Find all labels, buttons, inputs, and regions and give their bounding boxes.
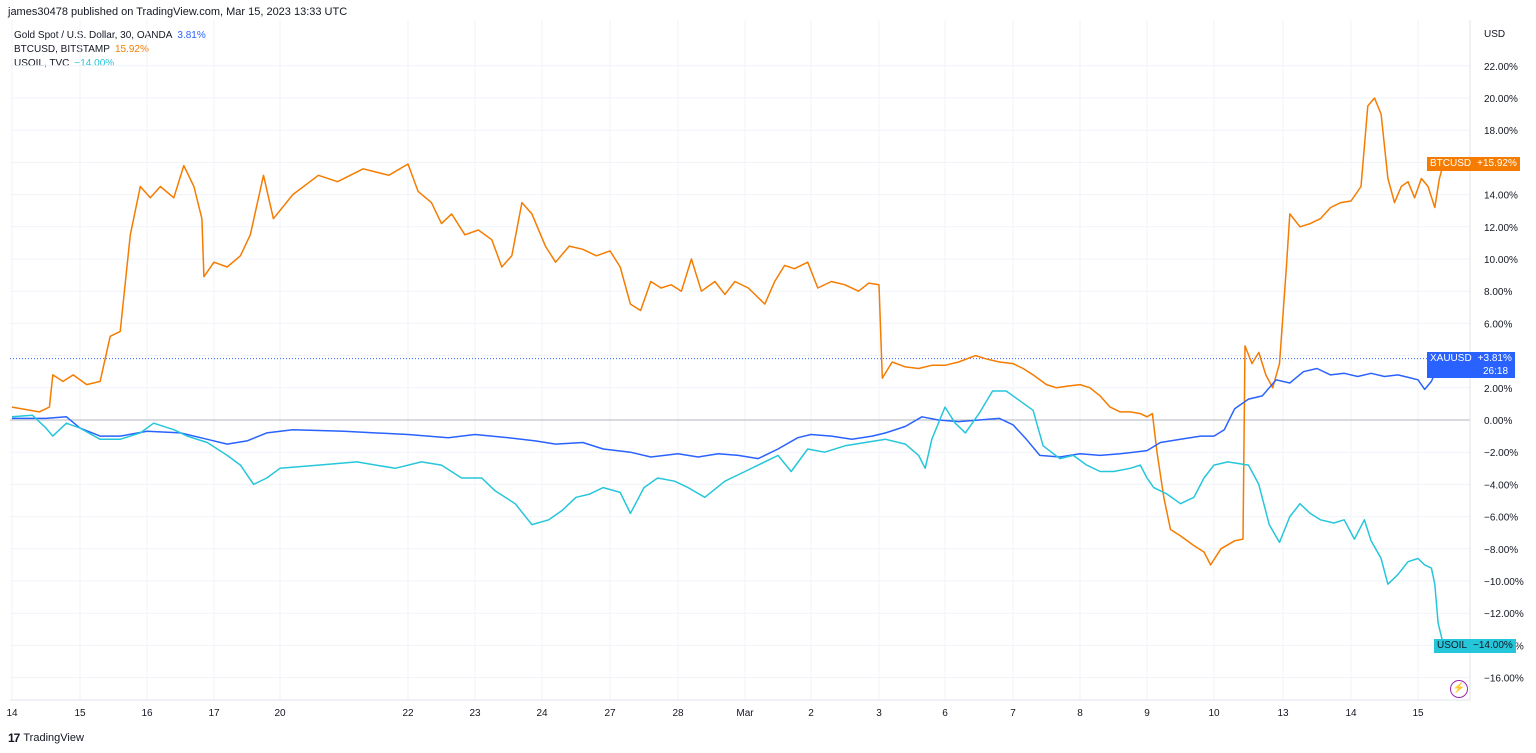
y-tick-label: 12.00%	[1484, 223, 1518, 234]
tag-symbol: USOIL	[1437, 640, 1468, 651]
tag-value: −14.00%	[1473, 640, 1513, 651]
y-tick-label: −16.00%	[1484, 674, 1524, 685]
xau-series-line	[12, 358, 1445, 460]
x-tick-label: 13	[1277, 708, 1289, 719]
legend-row-gold[interactable]: Gold Spot / U.S. Dollar, 30, OANDA 3.81%	[14, 30, 206, 41]
x-tick-label: 9	[1144, 708, 1150, 719]
tag-value: +15.92%	[1477, 158, 1517, 169]
tag-value: +3.81%	[1477, 353, 1512, 364]
tag-symbol: BTCUSD	[1430, 158, 1472, 169]
x-tick-label: 27	[604, 708, 616, 719]
btcusd-price-tag: BTCUSD +15.92%	[1427, 157, 1520, 171]
y-tick-label: −12.00%	[1484, 609, 1524, 620]
x-tick-label: 7	[1010, 708, 1016, 719]
y-tick-label: 8.00%	[1484, 287, 1512, 298]
btc-series-line	[11, 97, 1445, 566]
x-tick-label: 28	[672, 708, 684, 719]
x-tick-label: 23	[469, 708, 481, 719]
footer-brand[interactable]: 17 TradingView	[8, 731, 84, 745]
y-tick-label: −4.00%	[1484, 480, 1518, 491]
y-tick-label: 6.00%	[1484, 319, 1512, 330]
y-tick-label: 0.00%	[1484, 416, 1512, 427]
legend-value: 3.81%	[177, 30, 206, 41]
x-tick-label: 2	[808, 708, 814, 719]
usoil-price-tag: USOIL −14.00%	[1434, 639, 1516, 653]
x-tick-label: 10	[1208, 708, 1220, 719]
legend-label: Gold Spot / U.S. Dollar, 30, OANDA	[14, 30, 173, 41]
y-tick-label: 20.00%	[1484, 94, 1518, 105]
tag-symbol: XAUUSD	[1430, 353, 1472, 364]
publisher-header: james30478 published on TradingView.com,…	[8, 6, 348, 18]
x-tick-label: 6	[942, 708, 948, 719]
x-tick-label: 14	[1345, 708, 1357, 719]
y-tick-label: −2.00%	[1484, 448, 1518, 459]
oil-series-line	[11, 390, 1445, 646]
legend-value: −14.00%	[74, 58, 115, 69]
x-tick-label: 8	[1077, 708, 1083, 719]
x-tick-label: 20	[274, 708, 286, 719]
legend-value: 15.92%	[114, 44, 149, 55]
y-axis-unit: USD	[1484, 29, 1505, 40]
legend-row-oil[interactable]: USOIL, TVC −14.00%	[14, 58, 114, 69]
y-tick-label: 18.00%	[1484, 126, 1518, 137]
x-tick-label: 3	[876, 708, 882, 719]
y-tick-label: 14.00%	[1484, 191, 1518, 202]
y-tick-label: −6.00%	[1484, 513, 1518, 524]
x-tick-label: 14	[6, 708, 18, 719]
legend-label: USOIL, TVC	[14, 58, 70, 69]
x-tick-label: 17	[208, 708, 220, 719]
y-tick-label: −8.00%	[1484, 545, 1518, 556]
y-tick-label: 22.00%	[1484, 62, 1518, 73]
x-tick-label: 15	[74, 708, 86, 719]
y-tick-label: 10.00%	[1484, 255, 1518, 266]
legend-label: BTCUSD, BITSTAMP	[14, 44, 110, 55]
x-tick-label: 22	[402, 708, 414, 719]
lightning-icon[interactable]: ⚡	[1450, 680, 1468, 698]
y-tick-label: 2.00%	[1484, 384, 1512, 395]
xauusd-price-tag: XAUUSD +3.81% 26:18	[1427, 352, 1515, 378]
legend-row-btc[interactable]: BTCUSD, BITSTAMP 15.92%	[14, 44, 149, 55]
x-tick-label: 24	[536, 708, 548, 719]
y-tick-label: −10.00%	[1484, 577, 1524, 588]
brand-name: TradingView	[23, 732, 84, 744]
x-tick-label: Mar	[736, 708, 754, 719]
tradingview-logo-icon: 17	[8, 731, 20, 745]
x-tick-label: 15	[1412, 708, 1424, 719]
x-tick-label: 16	[141, 708, 153, 719]
tag-countdown: 26:18	[1483, 366, 1509, 377]
